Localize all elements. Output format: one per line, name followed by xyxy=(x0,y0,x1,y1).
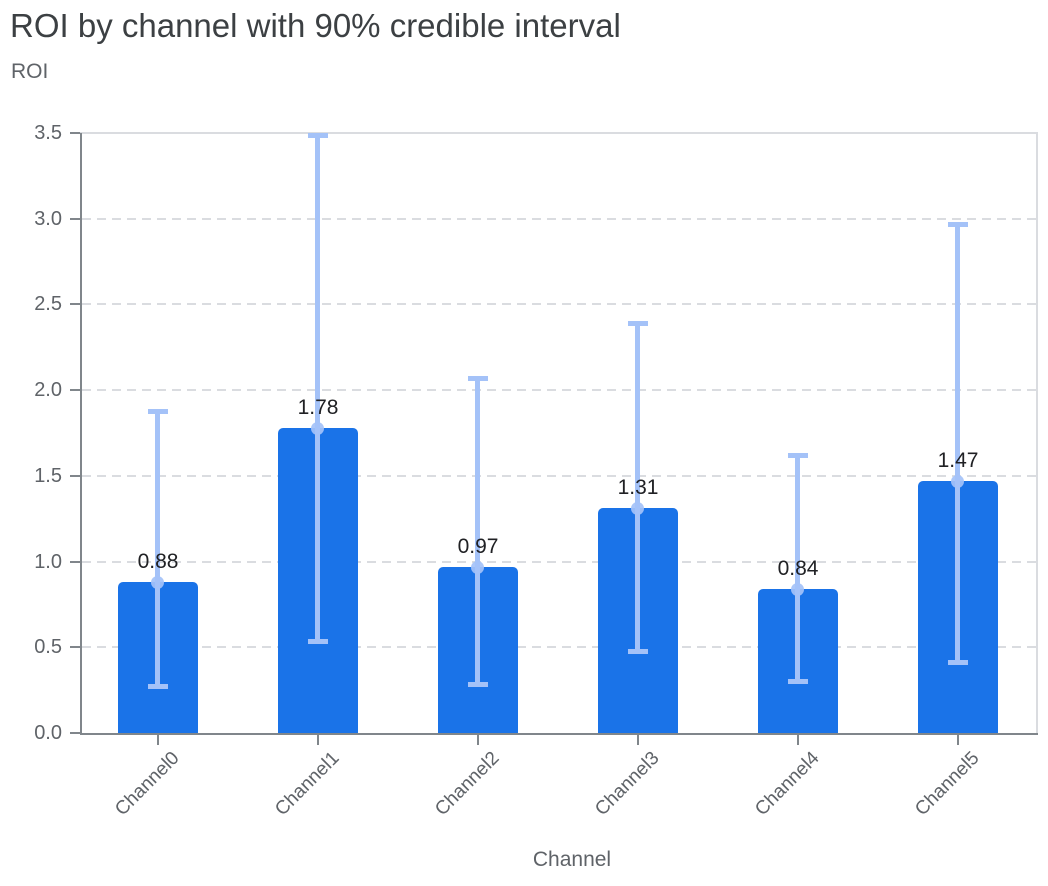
plot-top-border xyxy=(80,132,1038,134)
error-bar-line-channel4 xyxy=(795,455,800,682)
chart-title: ROI by channel with 90% credible interva… xyxy=(10,7,621,44)
y-axis-tick-2.0 xyxy=(70,389,80,391)
y-tick-label-0.5: 0.5 xyxy=(34,636,62,658)
error-bar-mean-dot-channel5 xyxy=(951,475,964,488)
error-bar-mean-dot-channel2 xyxy=(471,561,484,574)
error-bar-mean-dot-channel0 xyxy=(151,576,164,589)
y-axis-tick-3.0 xyxy=(70,218,80,220)
x-axis-tick-channel0 xyxy=(157,734,159,745)
y-axis-tick-2.5 xyxy=(70,303,80,305)
error-bar-cap-top-channel4 xyxy=(788,453,808,458)
y-axis-tick-3.5 xyxy=(70,132,80,134)
y-axis-tick-0.0 xyxy=(70,732,80,734)
x-axis-tick-channel3 xyxy=(637,734,639,745)
x-axis-tick-channel4 xyxy=(797,734,799,745)
error-bar-line-channel3 xyxy=(635,323,640,652)
x-axis-tick-channel2 xyxy=(477,734,479,745)
x-axis-tick-channel5 xyxy=(957,734,959,745)
bar-value-label-channel5: 1.47 xyxy=(937,449,979,472)
y-tick-label-3.0: 3.0 xyxy=(34,208,62,230)
plot-right-border xyxy=(1036,133,1038,733)
x-axis-tick-channel1 xyxy=(317,734,319,745)
gridline-1.5 xyxy=(82,475,1036,477)
error-bar-cap-bottom-channel4 xyxy=(788,679,808,684)
y-axis-title: ROI xyxy=(11,60,49,83)
gridline-0.5 xyxy=(82,646,1036,648)
y-tick-label-1.5: 1.5 xyxy=(34,465,62,487)
error-bar-cap-bottom-channel3 xyxy=(628,649,648,654)
error-bar-mean-dot-channel3 xyxy=(631,502,644,515)
error-bar-cap-bottom-channel5 xyxy=(948,660,968,665)
y-axis-line xyxy=(80,133,82,733)
y-tick-label-3.5: 3.5 xyxy=(34,122,62,144)
bar-value-label-channel1: 1.78 xyxy=(297,396,339,419)
y-tick-label-0.0: 0.0 xyxy=(34,722,62,744)
y-tick-label-2.0: 2.0 xyxy=(34,379,62,401)
error-bar-cap-top-channel2 xyxy=(468,376,488,381)
x-axis-line xyxy=(80,733,1038,735)
bar-value-label-channel4: 0.84 xyxy=(777,557,819,580)
error-bar-mean-dot-channel1 xyxy=(311,422,324,435)
bar-value-label-channel3: 1.31 xyxy=(617,476,659,499)
error-bar-cap-top-channel3 xyxy=(628,321,648,326)
error-bar-mean-dot-channel4 xyxy=(791,583,804,596)
gridline-1.0 xyxy=(82,561,1036,563)
error-bar-cap-top-channel1 xyxy=(308,133,328,138)
gridline-2.5 xyxy=(82,303,1036,305)
x-tick-label-channel5: Channel5 xyxy=(911,747,984,821)
y-axis-tick-0.5 xyxy=(70,646,80,648)
x-tick-label-channel1: Channel1 xyxy=(271,747,344,821)
error-bar-line-channel1 xyxy=(315,135,320,642)
gridline-3.0 xyxy=(82,218,1036,220)
y-axis-tick-1.5 xyxy=(70,475,80,477)
error-bar-cap-top-channel5 xyxy=(948,222,968,227)
error-bar-cap-bottom-channel0 xyxy=(148,684,168,689)
x-axis-title: Channel xyxy=(532,848,612,871)
error-bar-line-channel2 xyxy=(475,378,480,685)
y-tick-label-1.0: 1.0 xyxy=(34,551,62,573)
bar-value-label-channel0: 0.88 xyxy=(137,550,179,573)
y-tick-label-2.5: 2.5 xyxy=(34,293,62,315)
error-bar-cap-top-channel0 xyxy=(148,409,168,414)
error-bar-cap-bottom-channel2 xyxy=(468,682,488,687)
error-bar-line-channel0 xyxy=(155,411,160,687)
gridline-2.0 xyxy=(82,389,1036,391)
error-bar-cap-bottom-channel1 xyxy=(308,639,328,644)
error-bar-line-channel5 xyxy=(955,224,960,663)
bar-value-label-channel2: 0.97 xyxy=(457,535,499,558)
y-axis-tick-1.0 xyxy=(70,561,80,563)
x-tick-label-channel0: Channel0 xyxy=(111,747,184,821)
